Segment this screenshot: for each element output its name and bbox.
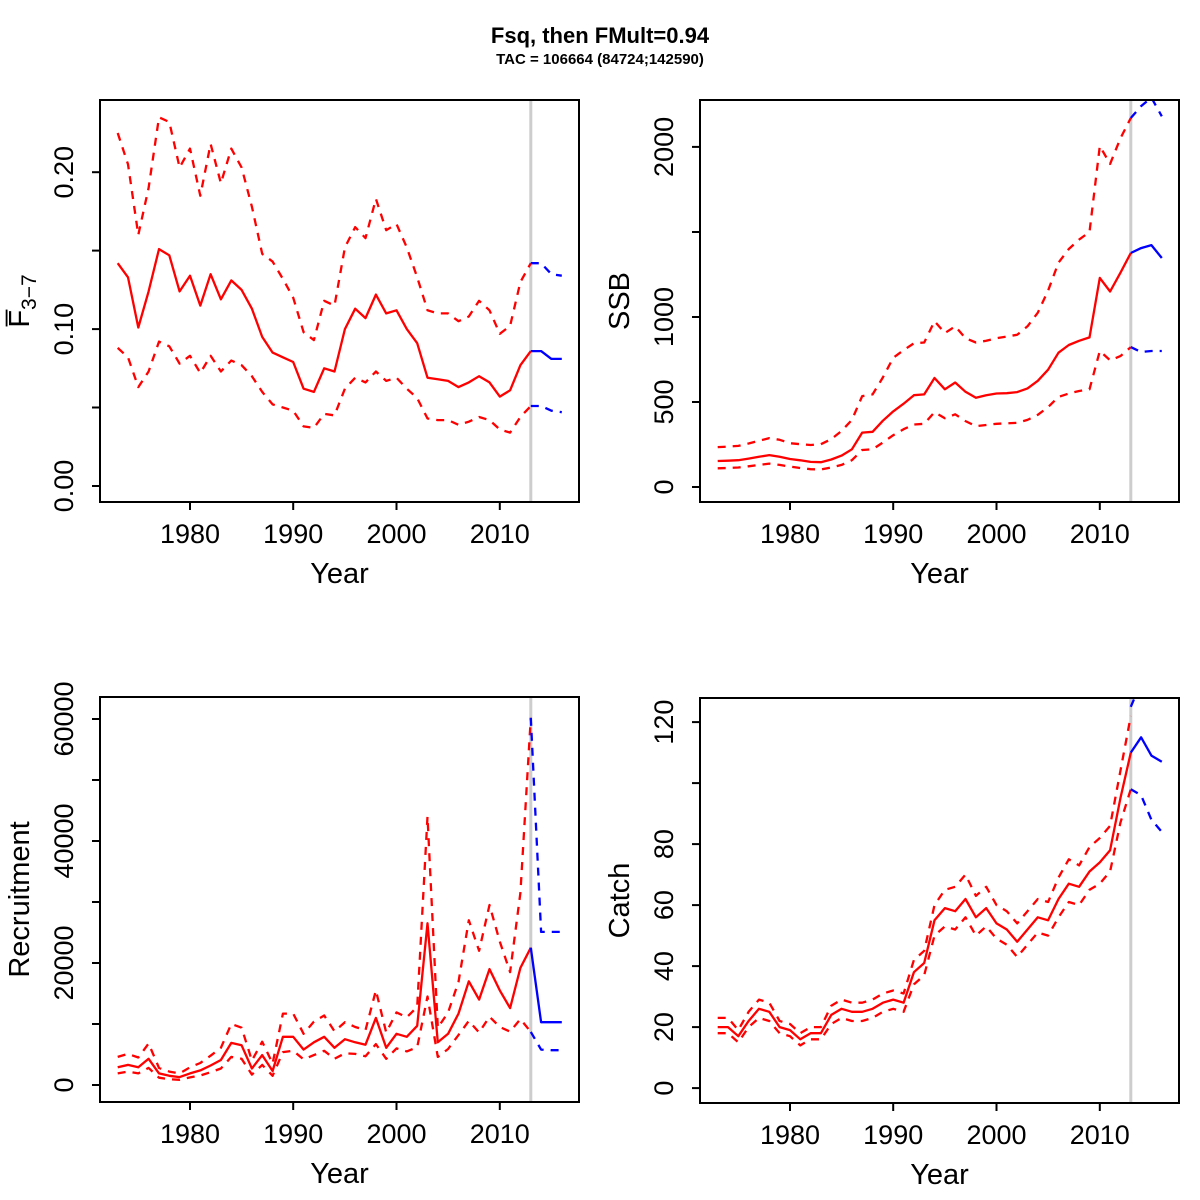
ssb-y-tick-label: 0 [649,479,679,494]
recruitment-x-tick-label: 2010 [470,1119,530,1149]
fbar-x-axis-label: Year [310,558,369,590]
fbar-y-tick-label: 0.20 [49,146,79,199]
catch-series-group [717,698,1163,1047]
panel-fbar: 1980 1990 2000 2010 Year 0.00 0.10 0.20 F̅3−7 [4,99,580,590]
fbar-plot-box [99,99,580,503]
ssb-y-axis-label: SSB [604,272,636,330]
recruitment-y-tick-label: 60000 [49,681,79,756]
catch-x-tick-label: 2010 [1070,1120,1130,1150]
ssb-upper-ci-line [717,117,1132,449]
catch-projection-median-line [1129,736,1163,763]
recruitment-x-axis: 1980 1990 2000 2010 Year [160,1102,530,1190]
recruitment-y-tick-label: 0 [49,1077,79,1092]
panel-catch: 1980 1990 2000 2010 Year 0 20 40 60 80 120 Catch [604,697,1180,1191]
ssb-y-tick-label: 1000 [649,287,679,347]
catch-y-tick-label: 0 [649,1081,679,1096]
recruitment-y-tick-label: 40000 [49,803,79,878]
catch-y-tick-label: 120 [649,700,679,745]
catch-x-axis-label: Year [910,1159,969,1191]
fbar-projection-upper-ci-line [530,262,562,277]
fbar-y-axis: 0.00 0.10 0.20 F̅3−7 [4,146,100,512]
recruitment-series-group [117,717,562,1081]
recruitment-projection-upper-ci-line [529,717,562,934]
recruitment-y-axis: 0 20000 40000 60000 Recruitment [4,681,100,1093]
figure-title: Fsq, then FMult=0.94 [490,23,710,48]
figure-subtitle: TAC = 106664 (84724;142590) [496,51,704,68]
catch-x-tick-label: 1980 [760,1120,820,1150]
recruitment-x-tick-label: 1980 [160,1119,220,1149]
recruitment-x-axis-label: Year [310,1158,369,1190]
fbar-upper-ci-line [116,116,532,342]
catch-median-line [717,752,1132,1041]
recruitment-lower-ci-line [117,995,532,1081]
catch-plot-box [699,697,1180,1104]
fbar-y-axis-label: F̅3−7 [4,274,41,327]
fbar-x-tick-label: 1990 [263,519,323,549]
ssb-plot-box [699,99,1180,503]
fbar-x-tick-label: 2000 [366,519,426,549]
catch-projection-upper-ci-line [1129,698,1136,708]
ssb-x-tick-label: 2010 [1070,519,1130,549]
ssb-y-tick-label: 2000 [649,117,679,177]
fbar-x-axis: 1980 1990 2000 2010 Year [160,502,530,590]
recruitment-median-line [117,922,532,1079]
catch-x-axis: 1980 1990 2000 2010 Year [760,1103,1130,1191]
fbar-series-group [116,116,562,434]
recruitment-projection-lower-ci-line [529,1031,562,1052]
ssb-x-axis-label: Year [910,558,969,590]
ssb-projection-lower-ci-line [1130,346,1162,354]
ssb-lower-ci-line [717,346,1132,471]
ssb-projection-upper-ci-line [1129,100,1163,119]
fbar-x-tick-label: 2010 [470,519,530,549]
ssb-x-axis: 1980 1990 2000 2010 Year [760,502,1130,590]
catch-y-axis: 0 20 40 60 80 120 Catch [604,700,700,1096]
catch-y-axis-label: Catch [604,863,636,939]
ssb-y-axis: 0 500 1000 2000 SSB [604,117,700,495]
ssb-x-tick-label: 1990 [863,519,923,549]
ssb-y-tick-label: 500 [649,379,679,424]
fbar-y-tick-label: 0.10 [49,303,79,356]
fbar-y-tick-label: 0.00 [49,460,79,513]
fbar-projection-median-line [530,349,562,361]
fbar-lower-ci-line [116,340,532,434]
panel-ssb: 1980 1990 2000 2010 Year 0 500 1000 2000 SSB [604,99,1180,590]
panel-recruitment: 1980 1990 2000 2010 Year 0 20000 40000 60000 Recr… [4,681,580,1190]
catch-lower-ci-line [717,788,1132,1047]
recruitment-upper-ci-line [117,717,532,1075]
recruitment-plot-box [99,696,580,1103]
recruitment-projection-median-line [529,947,562,1024]
fbar-projection-lower-ci-line [530,404,562,414]
fbar-median-line [116,247,532,398]
recruitment-x-tick-label: 1990 [263,1119,323,1149]
catch-y-tick-label: 40 [649,951,679,981]
fbar-x-tick-label: 1980 [160,519,220,549]
catch-projection-lower-ci-line [1130,788,1163,833]
ssb-median-line [717,252,1132,464]
catch-y-tick-label: 20 [649,1012,679,1042]
catch-upper-ci-line [717,715,1132,1035]
ssb-series-group [717,100,1163,471]
recruitment-x-tick-label: 2000 [366,1119,426,1149]
recruitment-y-axis-label: Recruitment [4,821,36,977]
catch-x-tick-label: 1990 [863,1120,923,1150]
catch-y-tick-label: 80 [649,829,679,859]
ssb-x-tick-label: 1980 [760,519,820,549]
catch-x-tick-label: 2000 [966,1120,1026,1150]
ssb-projection-median-line [1130,243,1163,259]
ssb-x-tick-label: 2000 [966,519,1026,549]
recruitment-y-tick-label: 20000 [49,925,79,1000]
catch-y-tick-label: 60 [649,890,679,920]
